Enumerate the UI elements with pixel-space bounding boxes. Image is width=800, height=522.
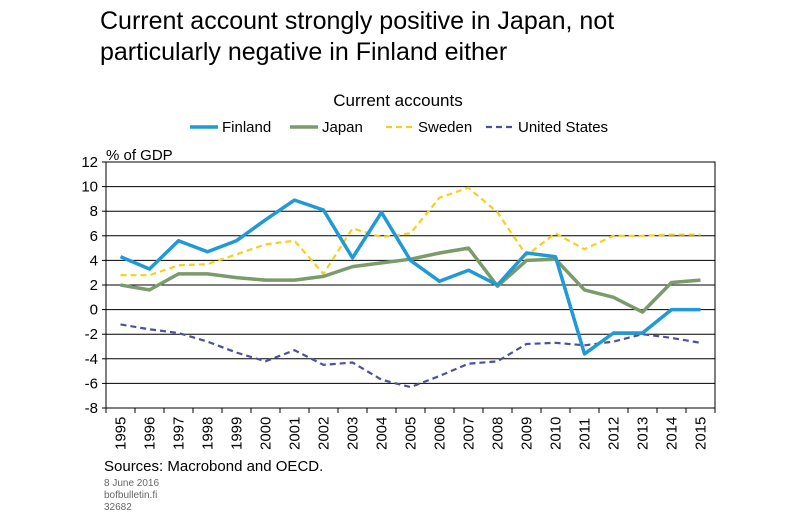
x-tick-label: 2004 [374, 417, 391, 450]
x-tick-label: 1998 [200, 417, 217, 450]
series-line-sweden [120, 186, 701, 277]
y-axis-ticks: 12 10 8 6 4 2 0 -2 -4 -6 -8 [81, 154, 106, 417]
legend-label: Sweden [418, 119, 472, 136]
legend-label: Japan [322, 119, 363, 136]
legend-label: United States [518, 119, 608, 136]
x-tick-label: 2013 [635, 417, 652, 450]
x-tick-label: 1995 [113, 417, 130, 450]
series-lines [119, 186, 701, 389]
x-axis-ticks: 1995 1996 1997 1998 1999 2000 2001 2002 2003 2004… [105, 408, 716, 450]
x-tick-label: 2001 [287, 417, 304, 450]
x-tick-label: 2007 [461, 417, 478, 450]
y-tick-label: 8 [90, 203, 98, 220]
x-tick-label: 2008 [490, 417, 507, 450]
x-tick-label: 2009 [519, 417, 536, 450]
y-axis-label: % of GDP [106, 147, 173, 164]
x-tick-label: 2010 [548, 417, 565, 450]
y-tick-label: 12 [81, 154, 98, 171]
site-name: bofbulletin.fi [104, 490, 158, 501]
x-tick-label: 2002 [316, 417, 333, 450]
series-line-finland [119, 198, 701, 356]
chart-title: Current accounts [333, 91, 462, 110]
y-tick-label: 0 [90, 302, 98, 319]
y-tick-label: -8 [85, 400, 98, 417]
headline-line-1: Current account strongly positive in Jap… [100, 7, 615, 35]
chart-code: 32682 [104, 502, 132, 513]
headline-line-2: particularly negative in Finland either [100, 38, 508, 66]
x-tick-label: 2003 [345, 417, 362, 450]
y-tick-label: -4 [85, 351, 98, 368]
x-tick-label: 2014 [664, 417, 681, 450]
x-tick-label: 2006 [432, 417, 449, 450]
legend: Finland Japan Sweden United States [190, 119, 608, 136]
sources-note: Sources: Macrobond and OECD. [104, 458, 324, 475]
x-tick-label: 2011 [577, 418, 594, 450]
plot-frame [105, 161, 716, 409]
x-tick-label: 2012 [606, 417, 623, 450]
legend-label: Finland [222, 119, 271, 136]
x-tick-label: 2015 [693, 417, 710, 450]
y-tick-label: 2 [90, 277, 98, 294]
x-tick-label: 2005 [403, 417, 420, 450]
headline: Current account strongly positive in Jap… [100, 6, 740, 68]
y-tick-label: -2 [85, 326, 98, 343]
y-tick-label: -6 [85, 375, 98, 392]
y-tick-label: 10 [81, 179, 98, 196]
y-tick-label: 6 [90, 228, 98, 245]
x-tick-label: 2000 [258, 417, 275, 450]
x-tick-label: 1996 [142, 417, 159, 450]
x-tick-label: 1999 [229, 417, 246, 450]
y-tick-label: 4 [90, 252, 98, 269]
gridlines [106, 161, 715, 409]
x-tick-label: 1997 [171, 417, 188, 450]
publication-date: 8 June 2016 [104, 478, 160, 489]
